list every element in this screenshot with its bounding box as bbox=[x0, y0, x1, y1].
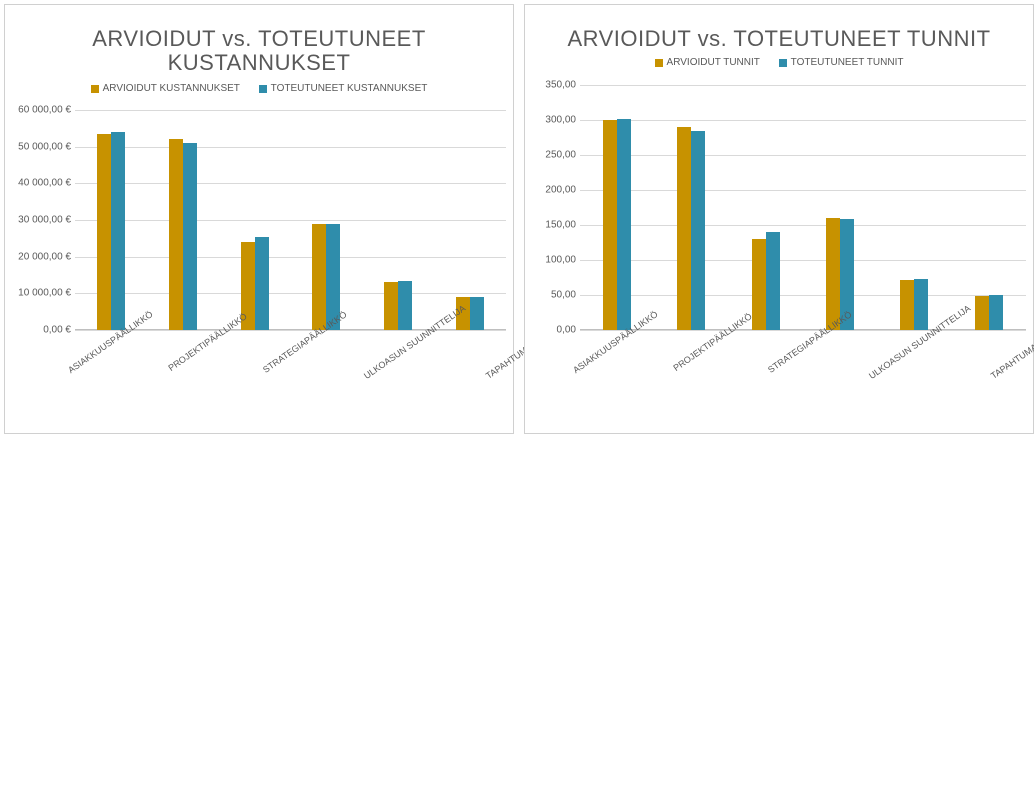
category-group bbox=[877, 85, 951, 330]
category-group bbox=[654, 85, 728, 330]
bar bbox=[470, 297, 484, 330]
bar bbox=[183, 143, 197, 330]
y-tick-label: 150,00 bbox=[545, 220, 580, 231]
bar bbox=[691, 131, 705, 331]
category-group bbox=[147, 110, 219, 330]
legend-swatch-icon bbox=[779, 59, 787, 67]
bar bbox=[752, 239, 766, 330]
legend-label: TOTEUTUNEET KUSTANNUKSET bbox=[271, 83, 428, 94]
category-group bbox=[75, 110, 147, 330]
legend-item: ARVIOIDUT TUNNIT bbox=[655, 57, 760, 68]
bar bbox=[384, 282, 398, 330]
bars-container bbox=[580, 85, 1026, 330]
legend-item: ARVIOIDUT KUSTANNUKSET bbox=[91, 83, 240, 94]
bar bbox=[766, 232, 780, 330]
bar bbox=[677, 127, 691, 330]
gridline bbox=[75, 330, 506, 331]
legend-swatch-icon bbox=[91, 85, 99, 93]
legend-item: TOTEUTUNEET TUNNIT bbox=[779, 57, 904, 68]
category-group bbox=[803, 85, 877, 330]
bars-container bbox=[75, 110, 506, 330]
bar bbox=[398, 281, 412, 331]
y-tick-label: 50 000,00 € bbox=[18, 141, 75, 152]
bar bbox=[975, 296, 989, 330]
category-group bbox=[434, 110, 506, 330]
chart-title-text: ARVIOIDUT vs. TOTEUTUNEET TUNNIT bbox=[567, 26, 990, 51]
y-tick-label: 100,00 bbox=[545, 255, 580, 266]
category-group bbox=[729, 85, 803, 330]
x-axis-labels: ASIAKKUUSPÄÄLLIKKÖPROJEKTIPÄÄLLIKKÖSTRAT… bbox=[75, 338, 506, 348]
legend-swatch-icon bbox=[655, 59, 663, 67]
y-tick-label: 20 000,00 € bbox=[18, 251, 75, 262]
legend: ARVIOIDUT TUNNIT TOTEUTUNEET TUNNIT bbox=[525, 57, 1033, 68]
bar bbox=[989, 295, 1003, 330]
bar bbox=[617, 119, 631, 330]
y-tick-label: 30 000,00 € bbox=[18, 215, 75, 226]
category-group bbox=[362, 110, 434, 330]
y-tick-label: 10 000,00 € bbox=[18, 288, 75, 299]
legend-label: TOTEUTUNEET TUNNIT bbox=[791, 57, 904, 68]
bar bbox=[255, 237, 269, 331]
legend-label: ARVIOIDUT TUNNIT bbox=[667, 57, 760, 68]
y-tick-label: 250,00 bbox=[545, 150, 580, 161]
bar bbox=[169, 139, 183, 330]
bar bbox=[111, 132, 125, 330]
chart-panel-hours: ARVIOIDUT vs. TOTEUTUNEET TUNNIT ARVIOID… bbox=[524, 4, 1034, 434]
y-tick-label: 60 000,00 € bbox=[18, 105, 75, 116]
bar bbox=[97, 134, 111, 330]
chart-title: ARVIOIDUT vs. TOTEUTUNEET KUSTANNUKSET bbox=[5, 5, 513, 75]
category-group bbox=[290, 110, 362, 330]
bar bbox=[914, 279, 928, 330]
gridline bbox=[580, 330, 1026, 331]
legend-swatch-icon bbox=[259, 85, 267, 93]
bar bbox=[900, 280, 914, 330]
bar bbox=[312, 224, 326, 330]
y-tick-label: 350,00 bbox=[545, 80, 580, 91]
legend: ARVIOIDUT KUSTANNUKSET TOTEUTUNEET KUSTA… bbox=[5, 83, 513, 94]
chart-panel-costs: ARVIOIDUT vs. TOTEUTUNEET KUSTANNUKSET A… bbox=[4, 4, 514, 434]
legend-label: ARVIOIDUT KUSTANNUKSET bbox=[103, 83, 240, 94]
y-tick-label: 0,00 € bbox=[43, 325, 75, 336]
y-tick-label: 40 000,00 € bbox=[18, 178, 75, 189]
y-tick-label: 300,00 bbox=[545, 115, 580, 126]
y-tick-label: 50,00 bbox=[551, 290, 580, 301]
category-group bbox=[580, 85, 654, 330]
chart-title-text: ARVIOIDUT vs. TOTEUTUNEET KUSTANNUKSET bbox=[92, 26, 426, 75]
category-group bbox=[219, 110, 291, 330]
bar bbox=[603, 120, 617, 330]
category-group bbox=[952, 85, 1026, 330]
plot-area: 0,00 €10 000,00 €20 000,00 €30 000,00 €4… bbox=[75, 110, 506, 330]
chart-title: ARVIOIDUT vs. TOTEUTUNEET TUNNIT bbox=[525, 5, 1033, 51]
legend-item: TOTEUTUNEET KUSTANNUKSET bbox=[259, 83, 428, 94]
plot-area: 0,0050,00100,00150,00200,00250,00300,003… bbox=[580, 85, 1026, 330]
y-tick-label: 200,00 bbox=[545, 185, 580, 196]
y-tick-label: 0,00 bbox=[557, 325, 580, 336]
bar bbox=[826, 218, 840, 330]
x-axis-labels: ASIAKKUUSPÄÄLLIKKÖPROJEKTIPÄÄLLIKKÖSTRAT… bbox=[580, 338, 1026, 348]
